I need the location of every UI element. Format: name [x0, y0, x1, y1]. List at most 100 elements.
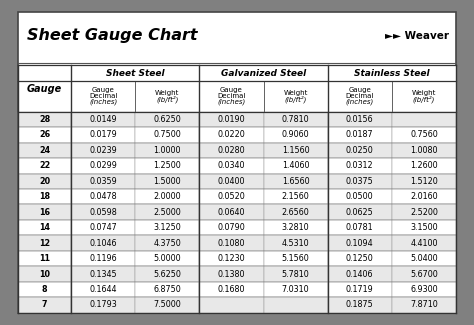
Text: 3.1250: 3.1250	[154, 223, 181, 232]
Bar	[264, 189, 328, 204]
Bar	[135, 143, 200, 158]
Bar	[392, 204, 456, 220]
Bar	[135, 204, 200, 220]
Text: Weight: Weight	[283, 90, 308, 96]
Bar	[264, 220, 328, 235]
Bar	[200, 189, 264, 204]
Bar	[328, 158, 392, 174]
Bar	[200, 266, 264, 282]
Bar	[328, 189, 392, 204]
Bar	[392, 127, 456, 143]
Text: 2.0160: 2.0160	[410, 192, 438, 201]
Bar	[135, 158, 200, 174]
Bar	[18, 251, 71, 266]
Text: (inches): (inches)	[346, 99, 374, 105]
Text: 28: 28	[39, 115, 50, 124]
Text: 5.0400: 5.0400	[410, 254, 438, 263]
Text: 0.1046: 0.1046	[89, 239, 117, 248]
Bar	[328, 81, 392, 112]
Bar	[264, 127, 328, 143]
Bar	[135, 189, 200, 204]
Text: Gauge: Gauge	[348, 87, 371, 93]
Text: Gauge: Gauge	[220, 87, 243, 93]
Text: 1.2500: 1.2500	[154, 161, 181, 170]
Text: 0.0149: 0.0149	[89, 115, 117, 124]
Bar	[135, 174, 200, 189]
Bar	[18, 174, 71, 189]
Bar	[71, 266, 135, 282]
Text: 0.0400: 0.0400	[218, 177, 245, 186]
Text: 7.0310: 7.0310	[282, 285, 310, 294]
Bar	[200, 127, 264, 143]
Text: 7.5000: 7.5000	[154, 300, 181, 309]
Text: Decimal: Decimal	[346, 93, 374, 99]
Text: 0.1250: 0.1250	[346, 254, 374, 263]
Bar	[264, 174, 328, 189]
Text: 10: 10	[39, 269, 50, 279]
Bar	[392, 189, 456, 204]
Bar	[18, 65, 71, 112]
Bar	[18, 297, 71, 313]
Text: 0.0500: 0.0500	[346, 192, 374, 201]
Bar	[135, 220, 200, 235]
Text: Gauge: Gauge	[92, 87, 115, 93]
Bar	[392, 297, 456, 313]
Text: 24: 24	[39, 146, 50, 155]
Text: (lb/ft²): (lb/ft²)	[156, 96, 178, 103]
Text: 5.6250: 5.6250	[153, 269, 181, 279]
Bar	[71, 158, 135, 174]
Text: 22: 22	[39, 161, 50, 170]
Bar	[135, 127, 200, 143]
Bar	[328, 282, 392, 297]
Text: 0.0220: 0.0220	[218, 130, 246, 139]
Text: 1.2600: 1.2600	[410, 161, 438, 170]
Text: 0.1680: 0.1680	[218, 285, 245, 294]
Bar	[71, 204, 135, 220]
Text: Weight: Weight	[155, 90, 180, 96]
Bar	[200, 65, 328, 81]
Text: 0.1345: 0.1345	[89, 269, 117, 279]
Bar	[328, 204, 392, 220]
Text: 2.1560: 2.1560	[282, 192, 310, 201]
Bar	[264, 297, 328, 313]
Text: 0.0250: 0.0250	[346, 146, 374, 155]
Bar	[200, 204, 264, 220]
Bar	[200, 143, 264, 158]
Text: 1.5000: 1.5000	[154, 177, 181, 186]
Text: Sheet Gauge Chart: Sheet Gauge Chart	[27, 28, 198, 44]
Text: 0.0790: 0.0790	[218, 223, 246, 232]
Bar	[392, 81, 456, 112]
Bar	[264, 282, 328, 297]
Text: 2.5000: 2.5000	[154, 208, 181, 217]
Bar	[200, 297, 264, 313]
Bar	[18, 189, 71, 204]
Text: 0.7500: 0.7500	[154, 130, 181, 139]
Bar	[18, 158, 71, 174]
Text: 0.0280: 0.0280	[218, 146, 245, 155]
Bar	[135, 282, 200, 297]
Bar	[328, 251, 392, 266]
Text: 0.1875: 0.1875	[346, 300, 374, 309]
Bar	[264, 158, 328, 174]
Text: Galvanized Steel: Galvanized Steel	[221, 69, 306, 78]
Text: 4.4100: 4.4100	[410, 239, 438, 248]
Text: 7: 7	[42, 300, 47, 309]
Bar	[18, 112, 71, 127]
Text: 0.0179: 0.0179	[89, 130, 117, 139]
Bar	[71, 297, 135, 313]
Bar	[328, 143, 392, 158]
Text: 1.5120: 1.5120	[410, 177, 438, 186]
Bar	[71, 81, 135, 112]
Bar	[18, 266, 71, 282]
Bar	[135, 297, 200, 313]
Bar	[264, 143, 328, 158]
Text: 20: 20	[39, 177, 50, 186]
Bar	[71, 143, 135, 158]
Text: 0.0156: 0.0156	[346, 115, 374, 124]
Bar	[200, 174, 264, 189]
Text: 0.9060: 0.9060	[282, 130, 310, 139]
Text: 0.0239: 0.0239	[89, 146, 117, 155]
Text: 16: 16	[39, 208, 50, 217]
Bar	[328, 220, 392, 235]
Bar	[392, 112, 456, 127]
